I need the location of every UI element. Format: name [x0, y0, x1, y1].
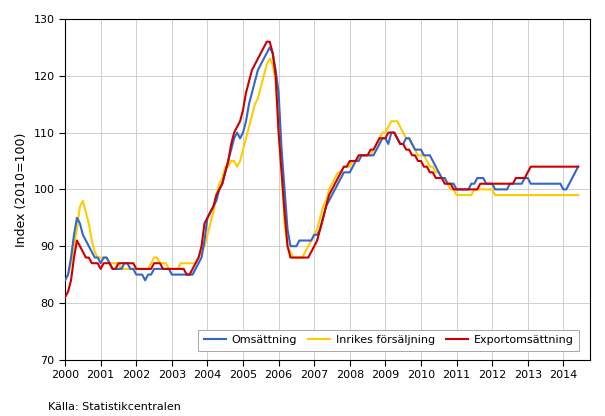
Exportomsättning	[82, 255, 90, 260]
Inrikes försäljning	[115, 261, 122, 266]
Text: Källa: Statistikcentralen: Källa: Statistikcentralen	[48, 402, 182, 412]
Inrikes försäljning	[67, 261, 74, 266]
Inrikes försäljning	[340, 164, 347, 169]
Exportomsättning	[67, 278, 74, 283]
Inrikes försäljning	[402, 136, 410, 141]
Line: Exportomsättning: Exportomsättning	[65, 42, 578, 297]
Legend: Omsättning, Inrikes försäljning, Exportomsättning: Omsättning, Inrikes försäljning, Exporto…	[198, 330, 579, 351]
Exportomsättning	[575, 164, 582, 169]
Line: Inrikes försäljning: Inrikes försäljning	[65, 59, 578, 280]
Omsättning	[444, 181, 451, 186]
Inrikes försäljning	[266, 56, 273, 61]
Exportomsättning	[402, 147, 410, 152]
Y-axis label: Index (2010=100): Index (2010=100)	[15, 132, 28, 247]
Exportomsättning	[115, 261, 122, 266]
Inrikes försäljning	[575, 193, 582, 198]
Omsättning	[67, 255, 74, 260]
Omsättning	[402, 136, 410, 141]
Omsättning	[115, 266, 122, 271]
Inrikes försäljning	[82, 210, 90, 215]
Exportomsättning	[444, 181, 451, 186]
Omsättning	[340, 170, 347, 175]
Inrikes försäljning	[62, 278, 69, 283]
Line: Omsättning: Omsättning	[65, 47, 578, 280]
Exportomsättning	[263, 39, 270, 44]
Omsättning	[266, 45, 273, 50]
Omsättning	[575, 164, 582, 169]
Omsättning	[82, 238, 90, 243]
Exportomsättning	[62, 295, 69, 300]
Inrikes försäljning	[444, 181, 451, 186]
Omsättning	[62, 278, 69, 283]
Exportomsättning	[340, 164, 347, 169]
